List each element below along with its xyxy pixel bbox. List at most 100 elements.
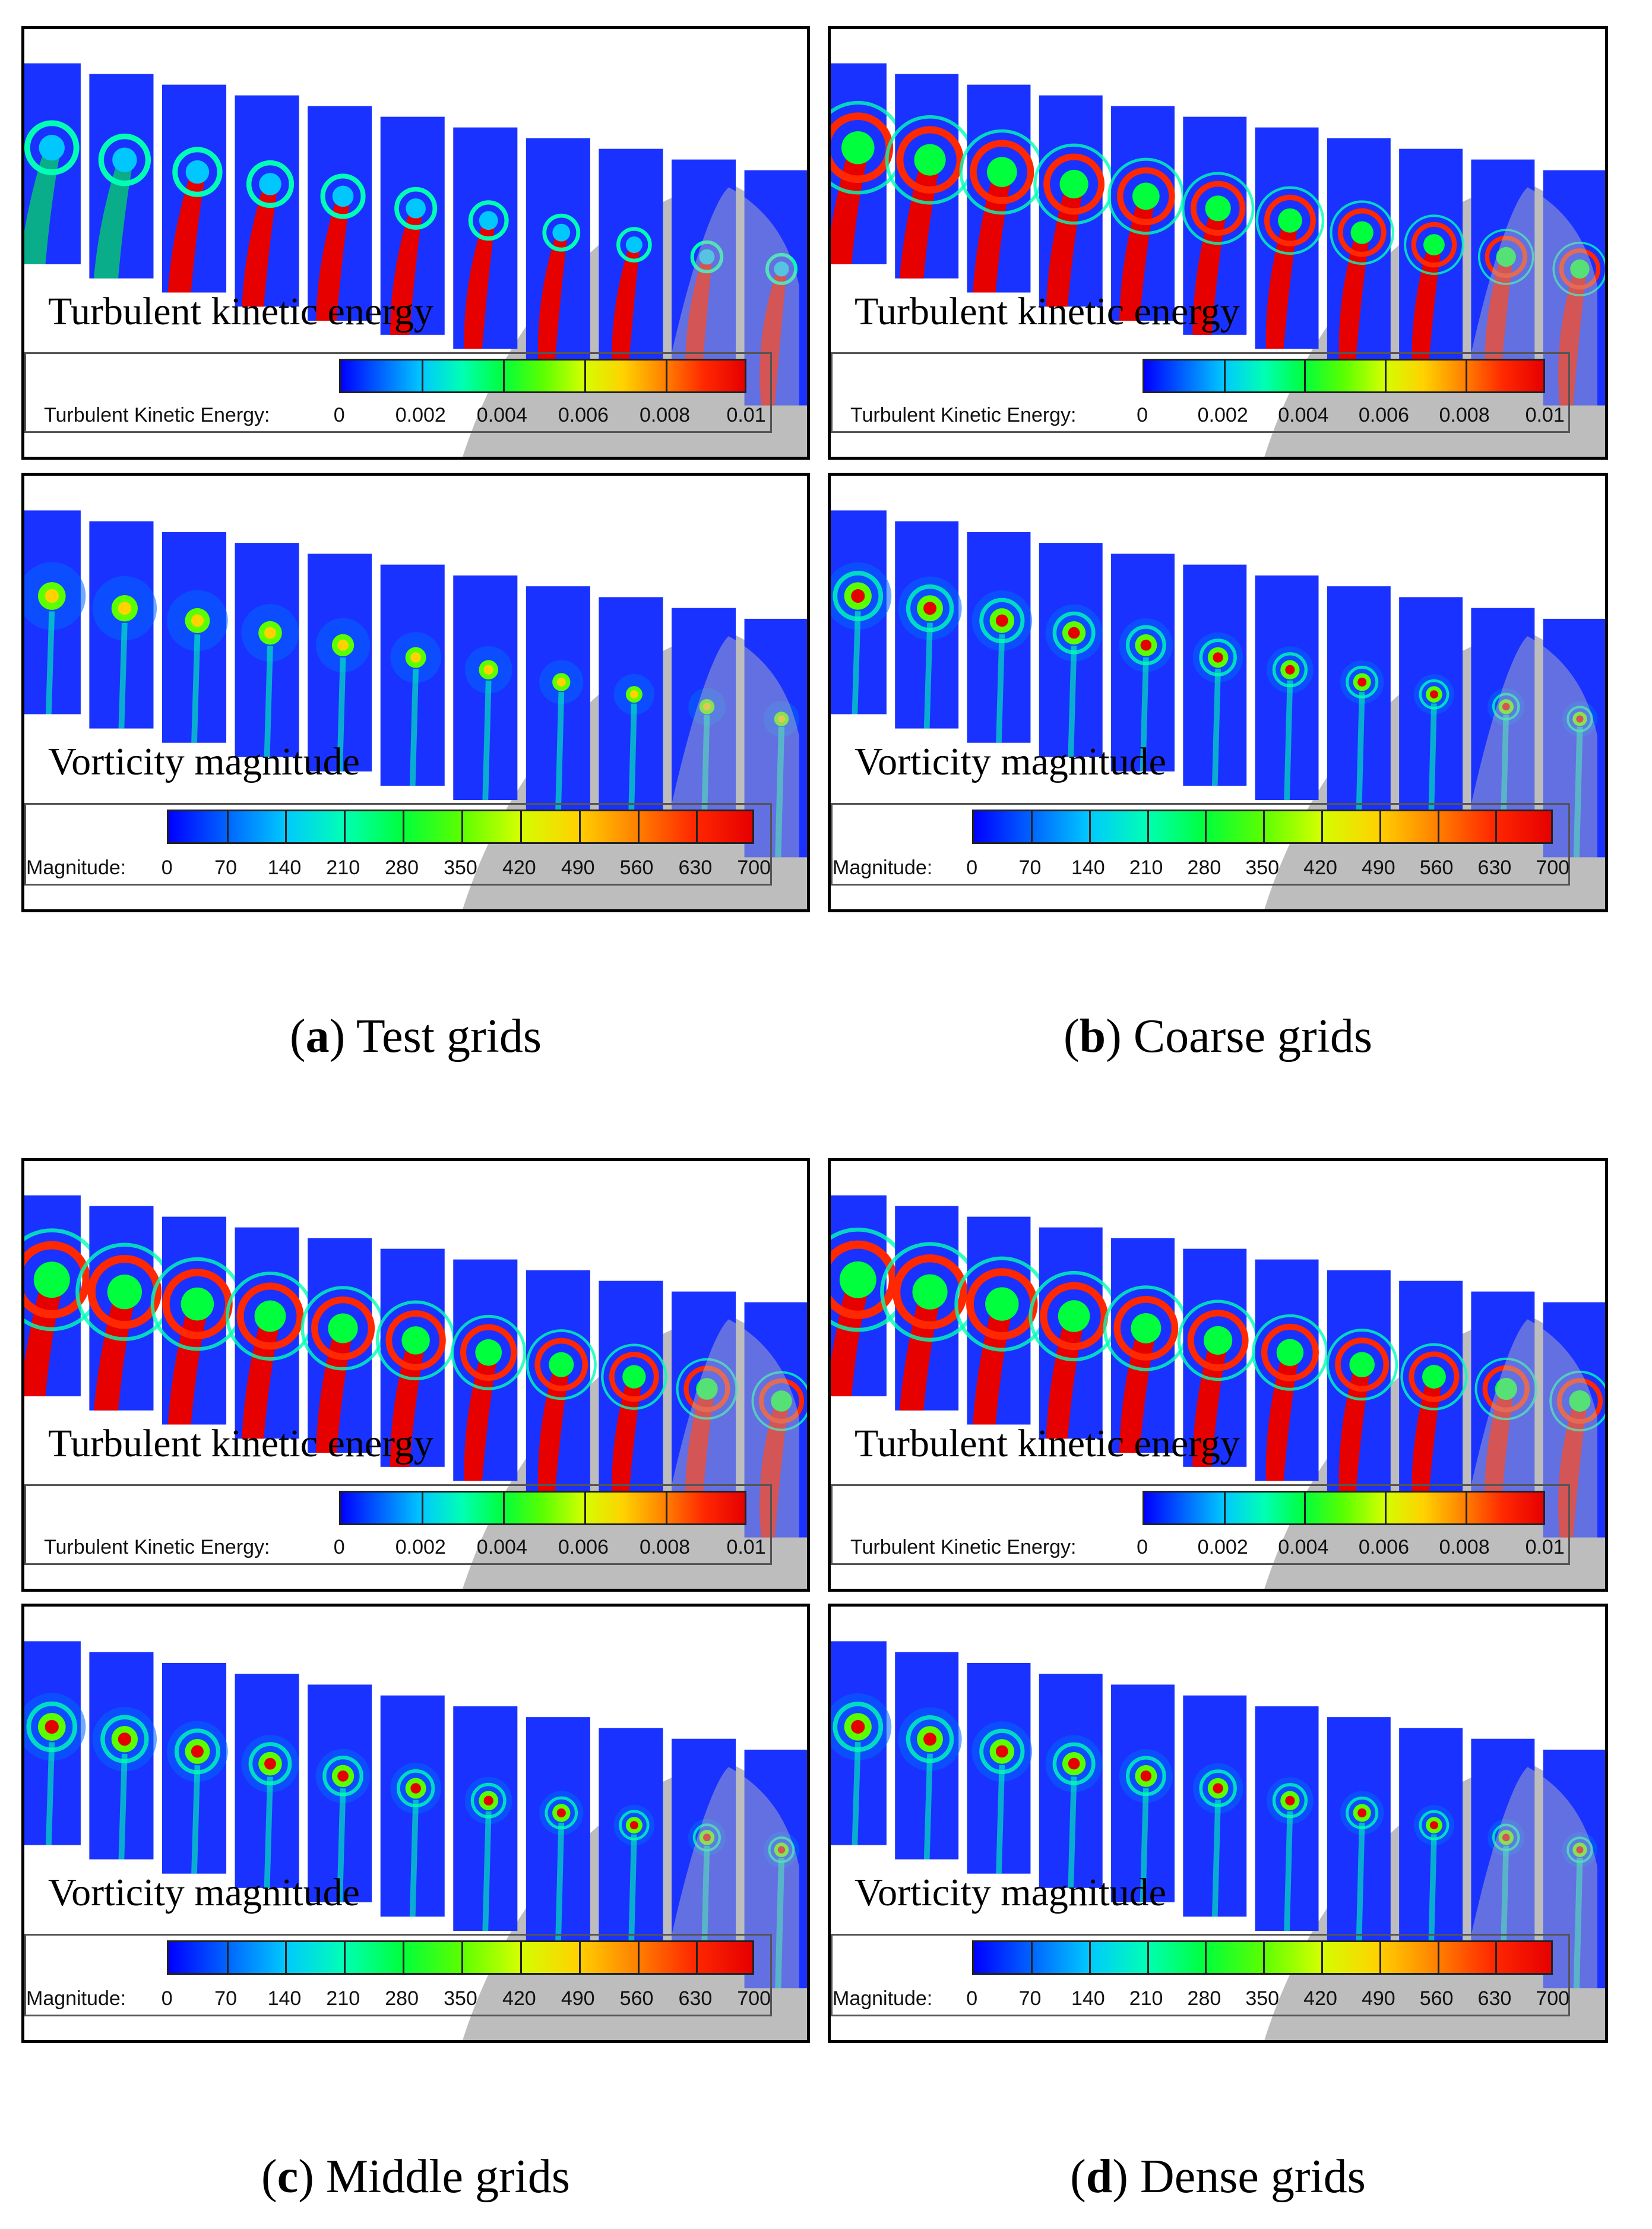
colorbar xyxy=(1142,358,1545,393)
legend-tick-label: 0 xyxy=(161,856,173,879)
slice xyxy=(150,1216,245,1425)
subfigure-caption: (a) Test grids xyxy=(290,1010,542,1063)
tke-panel: Turbulent kinetic energy Turbulent Kineti… xyxy=(828,1158,1608,1592)
legend-tick-label: 0.004 xyxy=(1278,1536,1329,1559)
legend-tick-label: 700 xyxy=(737,856,771,879)
vorticity-legend: Magnitude: 0 70 140 210 280 350 420 490 560 630 700 xyxy=(831,803,1571,886)
legend-tick-label: 630 xyxy=(1477,1987,1512,2010)
slice xyxy=(954,1216,1050,1425)
slice xyxy=(1326,1270,1398,1496)
slice xyxy=(75,1206,174,1411)
legend-tick-label: 0.002 xyxy=(1197,404,1248,427)
legend-tick-label: 0.006 xyxy=(558,404,609,427)
slice xyxy=(1107,106,1185,321)
legend-tick-label: 0.002 xyxy=(395,1536,446,1559)
slice xyxy=(831,63,905,264)
slice xyxy=(375,1248,456,1467)
legend-tick-label: 0.002 xyxy=(395,404,446,427)
legend-tick-label: 700 xyxy=(737,1987,771,2010)
slice xyxy=(526,1270,597,1496)
legend-tick-label: 210 xyxy=(326,856,360,879)
slice xyxy=(89,74,154,279)
slice xyxy=(162,532,228,743)
slice xyxy=(1111,1684,1175,1902)
slice xyxy=(1399,1728,1463,1960)
legend-title: Turbulent Kinetic Energy: xyxy=(44,404,270,427)
slice xyxy=(1103,1238,1189,1453)
legend-tick-label: 0 xyxy=(333,1536,345,1559)
vorticity-panel-label: Vorticity magnitude xyxy=(48,1871,360,1914)
legend-tick-label: 0.008 xyxy=(1439,404,1490,427)
subfigure-caption: (b) Coarse grids xyxy=(1064,1010,1372,1063)
colorbar xyxy=(167,1940,754,1975)
vorticity-panel: Vorticity magnitude Magnitude: 0 70 140 210 28… xyxy=(828,473,1608,912)
legend-tick-label: 420 xyxy=(1303,1987,1337,2010)
slice xyxy=(162,1662,228,1874)
legend-tick-label: 0 xyxy=(966,856,978,879)
vorticity-legend: Magnitude: 0 70 140 210 280 350 420 490 560 630 700 xyxy=(831,1934,1571,2016)
vorticity-panel: Vorticity magnitude Magnitude: 0 70 140 210 28… xyxy=(21,1604,810,2043)
legend-tick-label: 0.002 xyxy=(1197,1536,1248,1559)
legend-tick-label: 350 xyxy=(444,1987,477,2010)
slice xyxy=(308,1684,372,1902)
legend-title: Magnitude: xyxy=(26,1987,126,2010)
legend-tick-label: 490 xyxy=(561,1987,595,2010)
slice xyxy=(967,1662,1033,1874)
slice xyxy=(895,521,962,729)
slice xyxy=(235,543,299,757)
slice xyxy=(744,1749,807,1988)
legend-tick-label: 140 xyxy=(1071,856,1105,879)
legend-title: Turbulent Kinetic Energy: xyxy=(44,1536,270,1559)
legend-tick-label: 350 xyxy=(1245,856,1280,879)
slice xyxy=(880,1206,980,1411)
legend-tick-label: 0.01 xyxy=(1525,1536,1565,1559)
legend-tick-label: 280 xyxy=(385,856,419,879)
vorticity-legend: Magnitude: 0 70 140 210 280 350 420 490 560 630 700 xyxy=(24,803,772,886)
slice xyxy=(235,1674,299,1888)
slice xyxy=(959,84,1045,293)
tke-panel-label: Turbulent kinetic energy xyxy=(855,290,1240,333)
legend-tick-label: 140 xyxy=(1071,1987,1105,2010)
legend-tick-label: 630 xyxy=(678,1987,713,2010)
tke-legend: Turbulent Kinetic Energy: 0 0.002 0.004 0.00… xyxy=(24,1484,772,1566)
slice xyxy=(24,63,81,264)
legend-tick-label: 280 xyxy=(385,1987,419,2010)
vorticity-panel-label: Vorticity magnitude xyxy=(48,740,360,783)
tke-panel: Turbulent kinetic energy Turbulent Kineti… xyxy=(828,26,1608,460)
legend-tick-label: 0 xyxy=(161,1987,173,2010)
legend-tick-label: 0.008 xyxy=(639,404,691,427)
slice xyxy=(831,1641,892,1845)
legend-tick-label: 0.01 xyxy=(726,1536,766,1559)
legend-tick-label: 0 xyxy=(1137,404,1148,427)
tke-panel-label: Turbulent kinetic energy xyxy=(855,1422,1240,1465)
legend-tick-label: 210 xyxy=(1129,856,1163,879)
legend-tick-label: 420 xyxy=(502,856,536,879)
legend-tick-label: 0.004 xyxy=(476,404,527,427)
colorbar xyxy=(971,810,1553,845)
legend-tick-label: 0.004 xyxy=(1278,404,1329,427)
slice xyxy=(744,618,807,858)
legend-title: Magnitude: xyxy=(833,856,933,879)
legend-title: Turbulent Kinetic Energy: xyxy=(850,404,1077,427)
slice xyxy=(1255,575,1319,801)
tke-legend: Turbulent Kinetic Energy: 0 0.002 0.004 0.00… xyxy=(831,1484,1571,1566)
slice xyxy=(308,554,372,772)
slice xyxy=(1183,564,1247,786)
subfigure-caption: (d) Dense grids xyxy=(1070,2151,1366,2203)
slice xyxy=(24,510,86,714)
slice xyxy=(1255,1706,1319,1931)
slice xyxy=(226,1227,315,1439)
legend-tick-label: 140 xyxy=(267,856,302,879)
slice xyxy=(380,1695,445,1917)
legend-tick-label: 0.006 xyxy=(558,1536,609,1559)
slice xyxy=(744,170,807,406)
slice xyxy=(300,1238,385,1453)
slice xyxy=(599,148,663,378)
legend-tick-label: 490 xyxy=(1361,856,1395,879)
tke-panel-label: Turbulent kinetic energy xyxy=(48,290,433,333)
legend-title: Magnitude: xyxy=(26,856,126,879)
slice xyxy=(380,116,445,335)
flow-field-slices xyxy=(831,63,1605,457)
legend-tick-label: 420 xyxy=(1303,856,1337,879)
legend-tick-label: 0.006 xyxy=(1358,1536,1409,1559)
